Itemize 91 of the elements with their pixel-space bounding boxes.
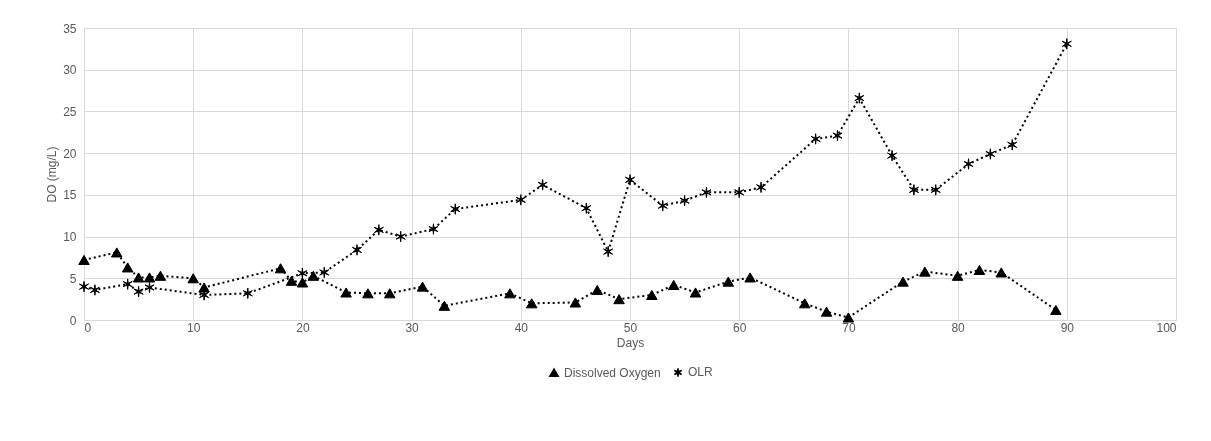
point	[603, 245, 614, 258]
y-tick-label: 15	[63, 188, 77, 203]
point	[198, 282, 210, 293]
x-tick-label: 70	[842, 320, 856, 335]
point	[285, 275, 298, 286]
y-tick-label: 30	[63, 63, 77, 78]
point	[319, 266, 330, 279]
point	[515, 194, 526, 206]
point	[121, 262, 134, 273]
point	[132, 272, 145, 283]
point	[384, 288, 396, 299]
point	[1061, 38, 1072, 50]
y-tick-label: 20	[63, 146, 77, 161]
x-tick-label: 40	[514, 320, 529, 335]
point	[133, 285, 144, 298]
point	[111, 247, 123, 258]
point	[78, 254, 90, 265]
point	[842, 312, 855, 323]
point	[820, 306, 833, 317]
point	[581, 202, 592, 214]
point	[416, 281, 429, 292]
point	[1007, 139, 1018, 151]
x-tick-label: 80	[951, 320, 966, 335]
point	[951, 270, 964, 281]
point	[798, 298, 811, 309]
point	[919, 266, 931, 277]
point	[1050, 304, 1062, 316]
x-tick-label: 0	[84, 320, 92, 335]
point	[274, 263, 287, 274]
point	[930, 184, 941, 196]
point	[78, 280, 90, 293]
point	[144, 281, 155, 294]
point	[832, 129, 843, 142]
point	[744, 272, 756, 283]
point	[887, 149, 898, 162]
y-tick-label: 10	[63, 230, 77, 245]
point	[242, 287, 253, 300]
x-tick-label: 10	[187, 320, 201, 335]
point	[537, 179, 548, 191]
x-axis-title: Days	[616, 335, 645, 350]
legend-label: OLR	[688, 365, 714, 380]
point	[734, 186, 745, 199]
point	[657, 199, 668, 212]
point	[525, 298, 538, 309]
point	[296, 277, 309, 288]
point	[438, 300, 451, 311]
point	[646, 289, 658, 301]
point	[679, 194, 690, 207]
point	[187, 273, 199, 284]
point	[569, 297, 582, 308]
point	[756, 181, 767, 194]
x-tick-label: 60	[733, 320, 747, 335]
point	[340, 287, 352, 298]
point	[143, 272, 156, 283]
point	[689, 287, 702, 298]
point	[897, 276, 909, 287]
point	[613, 294, 625, 305]
point	[362, 288, 374, 299]
point	[995, 267, 1008, 278]
point	[973, 264, 986, 275]
y-axis-title: DO (mg/L)	[45, 146, 60, 203]
x-tick-label: 30	[405, 320, 420, 335]
point	[351, 244, 363, 256]
x-tick-label: 100	[1156, 320, 1177, 335]
point	[297, 267, 308, 280]
point	[504, 288, 516, 299]
point	[908, 184, 919, 196]
point	[854, 92, 865, 104]
point	[89, 284, 100, 296]
x-tick-label: 90	[1060, 320, 1075, 335]
y-tick-label: 25	[63, 104, 77, 119]
legend-label: Dissolved Oxygen	[564, 365, 661, 380]
x-tick-label: 20	[296, 320, 310, 335]
point	[624, 174, 636, 186]
y-tick-label: 5	[69, 271, 77, 286]
point	[722, 276, 735, 287]
point	[591, 284, 603, 296]
point	[154, 270, 167, 281]
point	[428, 223, 439, 235]
y-tick-label: 35	[63, 21, 77, 36]
point	[450, 203, 461, 215]
point	[122, 278, 133, 290]
point	[373, 224, 384, 236]
point	[307, 270, 320, 281]
point	[667, 279, 680, 290]
point	[395, 230, 406, 243]
x-tick-label: 50	[623, 320, 638, 335]
point	[810, 133, 821, 145]
point	[701, 186, 712, 199]
point	[985, 148, 996, 160]
point	[963, 158, 974, 170]
